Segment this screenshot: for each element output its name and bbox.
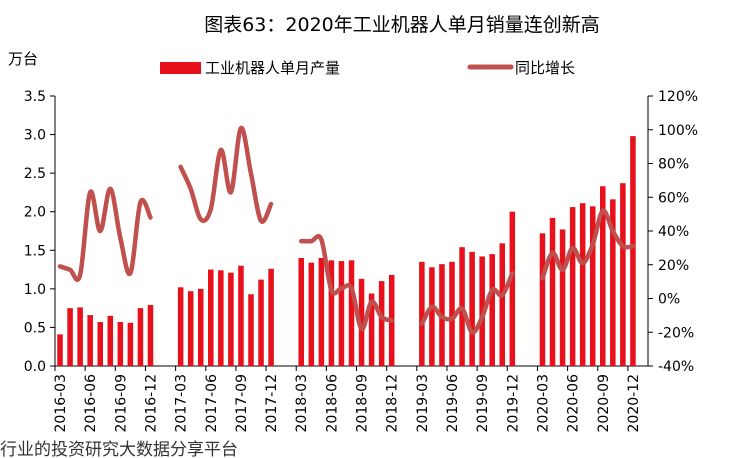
bar [57, 334, 63, 366]
bar [569, 207, 576, 366]
bar [308, 262, 315, 366]
right-tick-label: 80% [658, 157, 689, 173]
x-tick-label: 2016-06 [83, 374, 99, 433]
bar [258, 279, 264, 366]
x-tick-label: 2018-06 [324, 374, 340, 433]
bar [559, 229, 566, 366]
left-tick-label: 2.0 [24, 205, 46, 221]
legend: 工业机器人单月产量 同比增长 [160, 59, 575, 77]
bar [137, 308, 144, 366]
bar [338, 261, 345, 366]
right-tick-label: -40% [658, 359, 694, 375]
x-tick-label: 2017-06 [204, 374, 220, 433]
x-tick-label: 2016-09 [113, 374, 129, 433]
bar [187, 291, 194, 366]
growth-line-segment [178, 125, 274, 224]
left-tick-label: 1.5 [24, 243, 46, 259]
bar [378, 281, 385, 366]
bar [630, 136, 636, 366]
left-tick-label: 0.5 [24, 320, 46, 336]
bar [97, 322, 103, 366]
bar [620, 183, 626, 366]
x-tick-label: 2016-12 [143, 374, 159, 433]
footer-text: 行业的投资研究大数据分享平台 [0, 440, 238, 458]
bar [197, 288, 204, 366]
chart-title: 图表63：2020年工业机器人单月销量连创新高 [204, 14, 600, 36]
bar [509, 211, 516, 366]
bar [348, 260, 355, 366]
bar [208, 269, 214, 366]
x-tick-label: 2018-12 [385, 374, 401, 433]
x-tick-label: 2020-12 [626, 374, 642, 433]
left-tick-label: 1.0 [24, 282, 46, 298]
x-tick-label: 2020-09 [596, 374, 612, 433]
bar [238, 265, 244, 366]
left-tick-label: 2.5 [24, 166, 46, 182]
x-tick-label: 2019-09 [475, 374, 491, 433]
legend-line-label: 同比增长 [515, 59, 575, 77]
bar [539, 233, 546, 366]
bar [429, 267, 435, 366]
x-tick-label: 2018-09 [355, 374, 371, 433]
bar [358, 278, 365, 366]
bar [147, 305, 154, 366]
x-tick-label: 2018-03 [294, 374, 310, 433]
x-tick-label: 2017-09 [234, 374, 250, 433]
bar [368, 293, 375, 366]
growth-line-segment [419, 270, 515, 335]
right-tick-label: -20% [658, 325, 694, 341]
bar [489, 254, 495, 366]
plot-area: 0.0 0.5 1.0 1.5 2.0 2.5 3.0 3.5 -40% -20% 0% 20% 40%… [24, 89, 698, 433]
bar [318, 258, 325, 366]
right-tick-label: 0% [658, 292, 680, 308]
x-tick-label: 2020-06 [566, 374, 582, 433]
right-tick-label: 40% [658, 224, 689, 240]
legend-bar-swatch [160, 62, 201, 74]
left-tick-label: 3.5 [24, 89, 46, 105]
bar [127, 322, 134, 366]
bar [419, 261, 425, 366]
x-tick-label: 2019-12 [505, 374, 521, 433]
bar [589, 206, 596, 366]
bar [77, 307, 83, 366]
bar [117, 322, 124, 366]
bar [67, 308, 73, 366]
bar [499, 243, 506, 366]
x-tick-label: 2017-12 [264, 374, 280, 433]
bar [218, 270, 224, 366]
right-tick-label: 100% [658, 123, 698, 139]
x-tick-label: 2019-03 [415, 374, 431, 433]
bar [469, 251, 475, 366]
bar [600, 186, 606, 366]
growth-line-segment [298, 233, 394, 332]
bar [549, 217, 556, 366]
right-tick-label: 120% [658, 89, 698, 105]
legend-bar-label: 工业机器人单月产量 [205, 59, 340, 77]
bar [268, 268, 274, 366]
left-tick-label: 3.0 [24, 128, 46, 144]
bar [610, 199, 616, 366]
bar [107, 315, 114, 366]
x-tick-label: 2019-06 [445, 374, 461, 433]
bar [298, 258, 305, 366]
x-tick-label: 2016-03 [53, 374, 69, 433]
left-axis-unit: 万台 [8, 50, 38, 68]
right-tick-label: 20% [658, 258, 689, 274]
bar [449, 261, 455, 366]
growth-line-segment [540, 208, 636, 281]
bar [177, 287, 184, 366]
x-tick-label: 2020-03 [535, 374, 551, 433]
left-tick-label: 0.0 [24, 359, 46, 375]
bar [579, 203, 586, 366]
bar [328, 260, 335, 366]
bar [228, 272, 234, 366]
x-tick-label: 2017-03 [174, 374, 190, 433]
right-tick-label: 60% [658, 190, 689, 206]
bar [248, 294, 254, 366]
bar [87, 315, 93, 366]
growth-line-segment [57, 186, 153, 282]
